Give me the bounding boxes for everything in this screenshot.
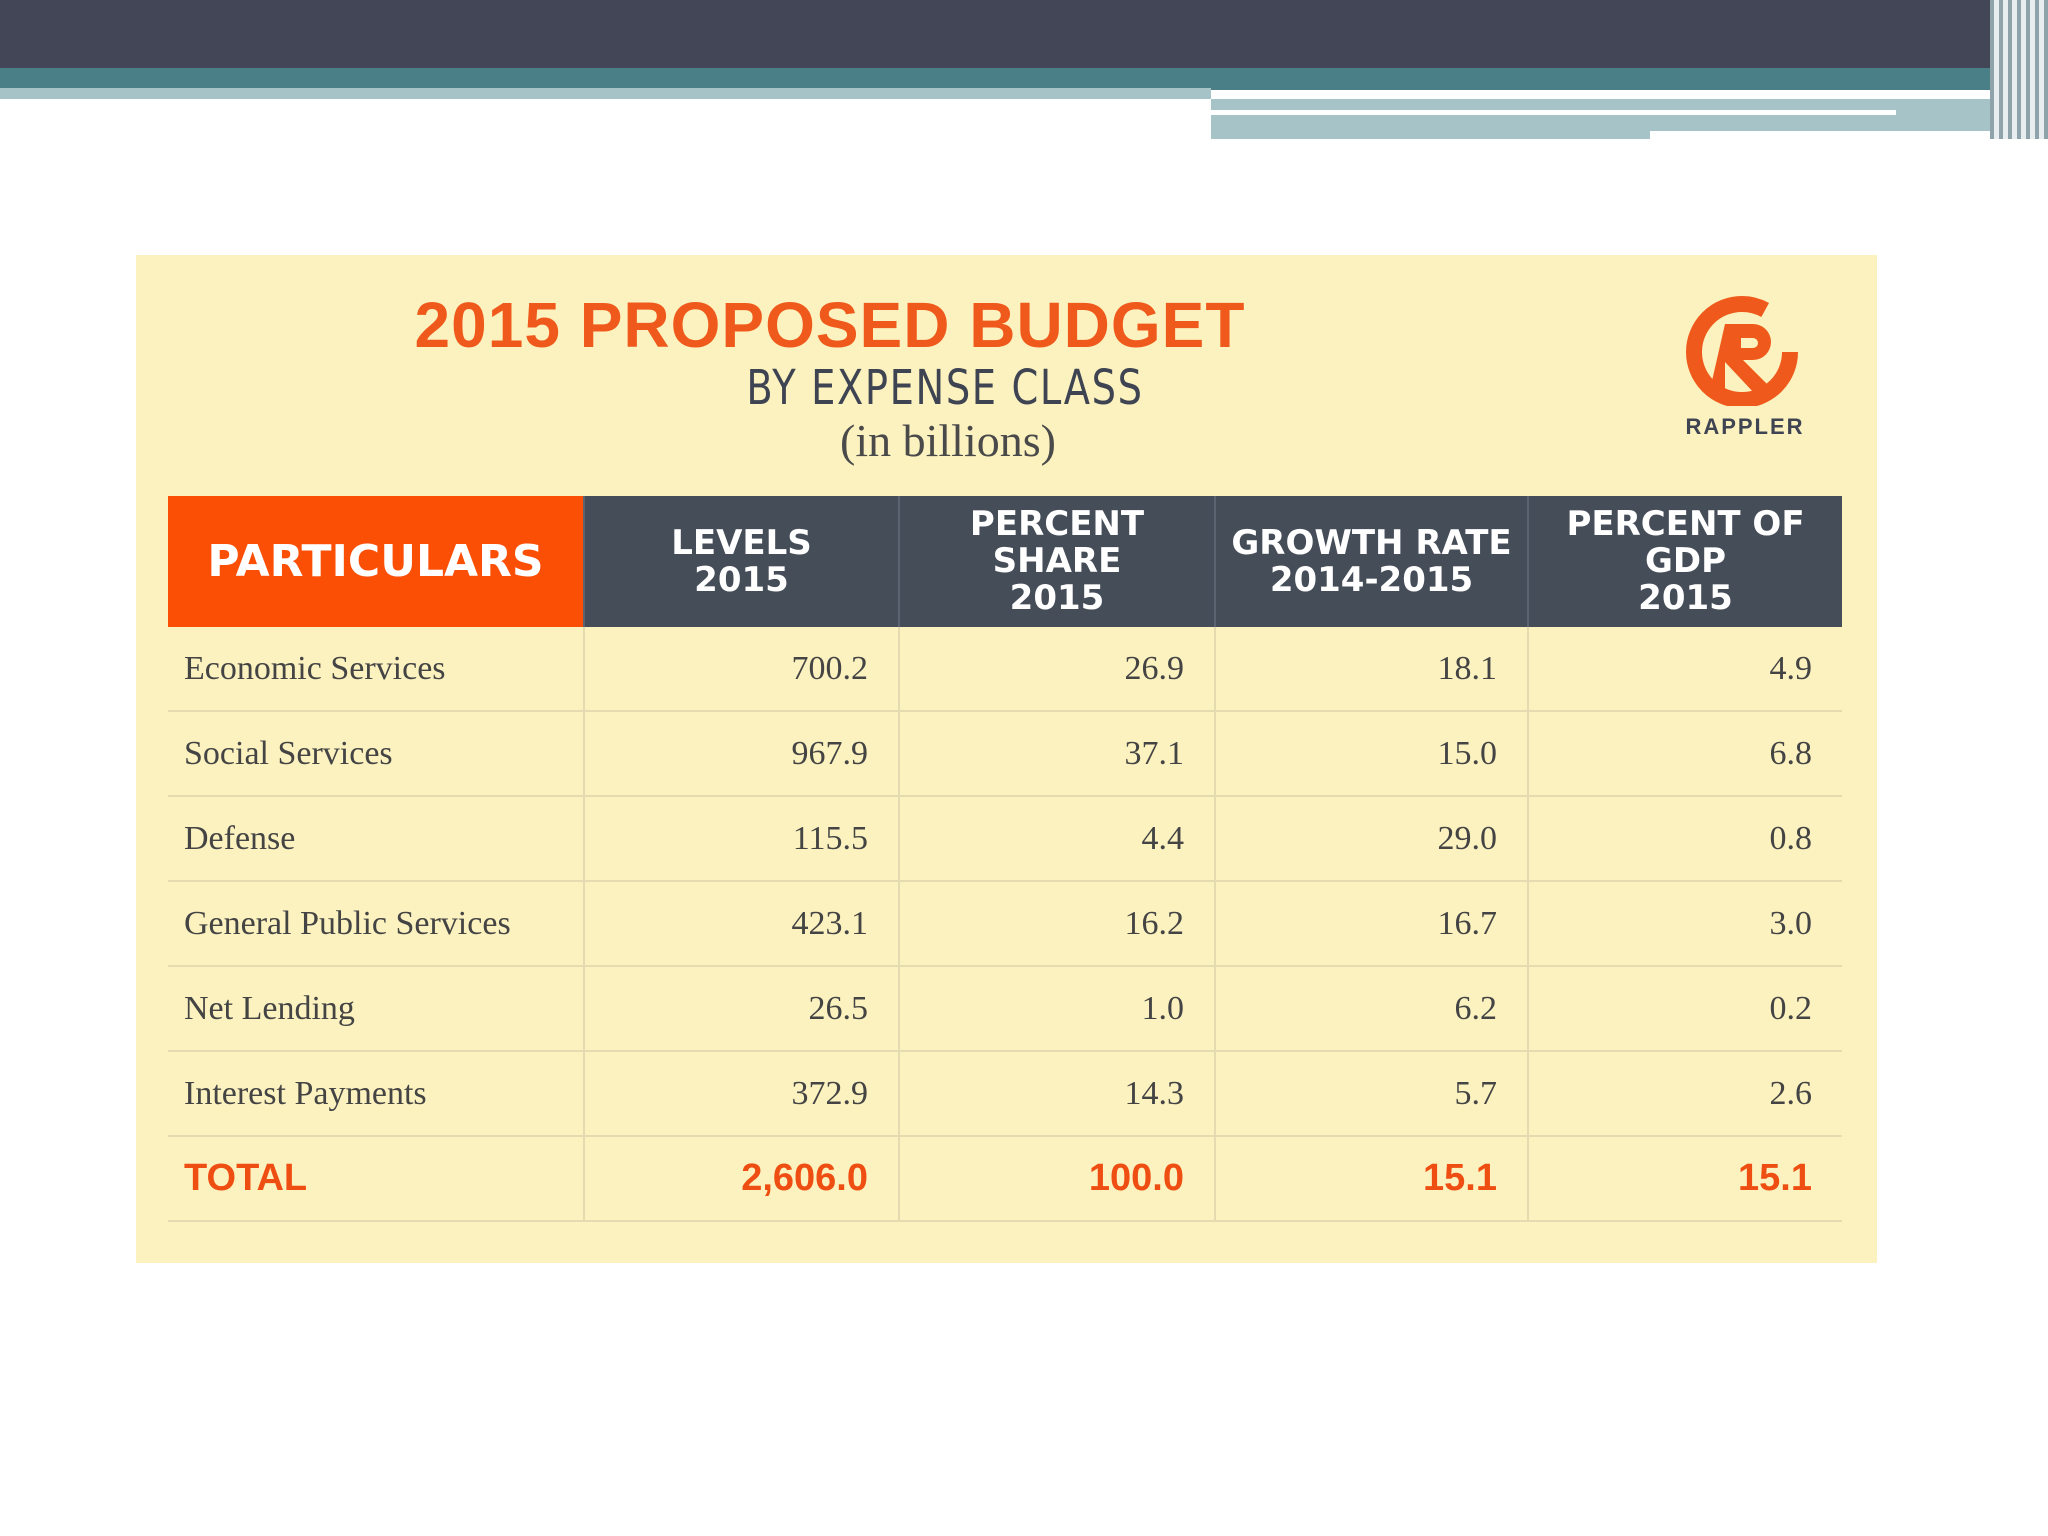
cell: 3.0 [1527,881,1842,967]
subtitle: BY EXPENSE CLASS [746,360,1144,416]
logo-ring [1686,296,1798,406]
top-stripe-light [0,88,1211,99]
cell: 6.8 [1527,711,1842,797]
cell: 2.6 [1527,1051,1842,1137]
logo-letter [1709,324,1777,394]
column-header: LEVELS 2015 [583,496,899,627]
row-label: Economic Services [168,627,584,712]
cell: 6.2 [1214,966,1528,1052]
cell: 0.8 [1527,796,1842,882]
total-cell: 2,606.0 [583,1136,899,1222]
cell: 26.9 [898,627,1215,712]
column-header: PARTICULARS [168,496,584,627]
logo-text: RAPPLER [1685,414,1805,439]
top-bar [0,0,2048,68]
cell: 0.2 [1527,966,1842,1052]
row-label: Interest Payments [168,1051,584,1137]
row-label: Social Services [168,711,584,797]
table-row: Net Lending 26.5 1.0 6.2 0.2 [168,966,1842,1052]
top-stripe-line [1211,110,1896,115]
cell: 18.1 [1214,627,1528,712]
cell: 15.0 [1214,711,1528,797]
column-header: PERCENT OF GDP 2015 [1527,496,1842,627]
top-stripe-gap [1650,131,2010,139]
total-cell: 15.1 [1527,1136,1842,1222]
title: 2015 PROPOSED BUDGET [414,289,1246,361]
logo [1686,296,1798,406]
column-header: GROWTH RATE 2014-2015 [1214,496,1528,627]
table-row: Defense 115.5 4.4 29.0 0.8 [168,796,1842,882]
table-row: Interest Payments 372.9 14.3 5.7 2.6 [168,1051,1842,1137]
unit-note: (in billions) [840,415,1056,466]
row-label: Defense [168,796,584,882]
corner-bars [1990,0,2048,139]
cell: 29.0 [1214,796,1528,882]
cell: 16.2 [898,881,1215,967]
column-header: PERCENT SHARE 2015 [898,496,1215,627]
cell: 14.3 [898,1051,1215,1137]
cell: 5.7 [1214,1051,1528,1137]
cell: 372.9 [583,1051,899,1137]
header-row: PARTICULARS LEVELS 2015 PERCENT SHARE 2015… [168,496,1842,627]
cell: 967.9 [583,711,899,797]
cell: 4.4 [898,796,1215,882]
row-label: Net Lending [168,966,584,1052]
table-row: Economic Services 700.2 26.9 18.1 4.9 [168,627,1842,712]
total-cell: 100.0 [898,1136,1215,1222]
budget-table: PARTICULARS LEVELS 2015 PERCENT SHARE 2015… [168,496,1842,1222]
top-stripe [0,68,2000,90]
cell: 115.5 [583,796,899,882]
cell: 16.7 [1214,881,1528,967]
total-label: TOTAL [168,1136,584,1222]
cell: 700.2 [583,627,899,712]
cell: 423.1 [583,881,899,967]
total-cell: 15.1 [1214,1136,1528,1222]
table-row: General Public Services 423.1 16.2 16.7 3.0 [168,881,1842,967]
cell: 1.0 [898,966,1215,1052]
table-row: Social Services 967.9 37.1 15.0 6.8 [168,711,1842,797]
row-label: General Public Services [168,881,584,967]
cell: 37.1 [898,711,1215,797]
cell: 26.5 [583,966,899,1052]
cell: 4.9 [1527,627,1842,712]
total-row: TOTAL 2,606.0 100.0 15.1 15.1 [168,1136,1842,1222]
